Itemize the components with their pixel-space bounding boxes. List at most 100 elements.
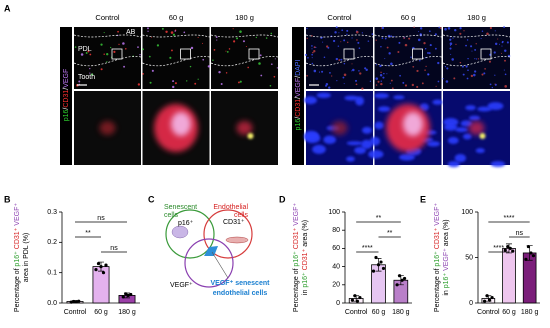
cell-signal (494, 83, 496, 85)
nucleus (393, 95, 405, 100)
cell-signal (361, 32, 363, 34)
y-axis-label: area in PDL (%) (23, 233, 30, 283)
cell-signal (255, 36, 258, 39)
y-tick-label: 100 (461, 209, 473, 216)
cell-signal (475, 58, 478, 60)
cell-signal (165, 30, 168, 33)
cell-signal (337, 45, 340, 47)
y-tick-label: 0.3 (47, 209, 57, 216)
text-part: p16⁺ (434, 249, 441, 266)
cell-signal (343, 62, 346, 65)
data-point (526, 244, 531, 249)
cell-signal (386, 73, 388, 75)
cell-signal (270, 63, 273, 65)
cell-signal (408, 37, 411, 40)
cell-signal (124, 48, 127, 50)
data-point (511, 249, 515, 253)
cell-signal (189, 65, 192, 68)
cell-signal (237, 81, 240, 84)
zoom-box (180, 48, 191, 60)
cell-signal (100, 43, 103, 46)
column-header: 60 g (401, 13, 416, 22)
colocalized-signal (479, 133, 486, 139)
cell-signal (444, 27, 447, 31)
y-tick-label: 0.2 (47, 239, 57, 246)
cell-signal (455, 43, 457, 45)
nucleus (454, 153, 467, 163)
cell-signal (437, 80, 440, 83)
cell-signal (171, 49, 173, 52)
cell-signal (148, 55, 151, 58)
text-part: area (%) (443, 219, 450, 246)
data-point (397, 274, 402, 278)
nucleus (316, 92, 331, 99)
x-tick-label: Control (64, 309, 87, 316)
cell-signal (270, 32, 273, 35)
cell-signal (85, 52, 88, 54)
cell-signal (137, 83, 141, 86)
cell-signal (149, 81, 152, 84)
zoom-box (412, 48, 423, 60)
cell-signal (375, 39, 377, 41)
data-point (490, 295, 494, 300)
cell-signal (381, 37, 384, 39)
cell-signal (434, 33, 437, 36)
cell-signal (473, 73, 476, 77)
cell-signal (338, 59, 341, 61)
nucleus (378, 106, 391, 112)
text-part: VEGF⁺ (293, 203, 300, 226)
pdl-boundary (374, 34, 442, 38)
cell-signal (306, 27, 308, 30)
micrograph (374, 27, 442, 89)
stain-label: p16/CD31/VEGF/DAPI (295, 60, 302, 131)
cell-signal (151, 36, 153, 38)
text-part: p16⁺ (14, 249, 21, 266)
cell-signal (369, 80, 372, 82)
pdl-boundary (305, 56, 374, 67)
cell-signal (411, 83, 415, 87)
nucleus (490, 160, 506, 168)
cell-signal (491, 86, 493, 89)
text-part: area (%) (302, 220, 309, 247)
cell-signal (260, 74, 263, 77)
cell-signal (172, 33, 176, 36)
cell-signal (425, 65, 427, 68)
cell-signal (174, 30, 177, 32)
cell-signal (321, 36, 323, 38)
cell-signal (380, 45, 382, 48)
pdl-boundary (210, 56, 279, 67)
cell-signal (475, 43, 477, 45)
cell-signal (226, 51, 229, 53)
significance-label: ** (376, 215, 382, 222)
y-tick-label: 80 (332, 227, 340, 234)
cell-signal (380, 82, 383, 86)
cell-signal (435, 85, 437, 87)
cell-signal (489, 26, 493, 30)
nucleus (465, 105, 476, 111)
cell-signal (359, 72, 362, 75)
y-tick-label: 100 (328, 209, 340, 216)
cell-signal (342, 76, 345, 79)
nucleus (419, 103, 429, 111)
cell-signal (375, 64, 377, 66)
text-part: DAPI (295, 60, 302, 76)
cell-signal (147, 30, 149, 32)
significance-label: **** (504, 215, 515, 222)
data-point (374, 255, 378, 260)
significance-label: ** (85, 230, 91, 237)
y-tick-label: 0 (469, 300, 473, 307)
data-point (353, 294, 357, 298)
data-point (72, 299, 76, 304)
cell-signal (358, 70, 360, 72)
cell-signal (454, 29, 457, 32)
cell-signal (274, 58, 276, 60)
data-point (503, 248, 507, 252)
cell-signal (474, 48, 477, 51)
cell-signal (335, 26, 338, 29)
cell-signal (459, 27, 462, 30)
y-axis-label: in p16⁺ VEGF⁺ area (%) (443, 219, 450, 295)
cell-signal (216, 39, 218, 41)
cell-signal (306, 37, 308, 40)
data-point (124, 292, 128, 296)
nucleus (374, 121, 384, 130)
